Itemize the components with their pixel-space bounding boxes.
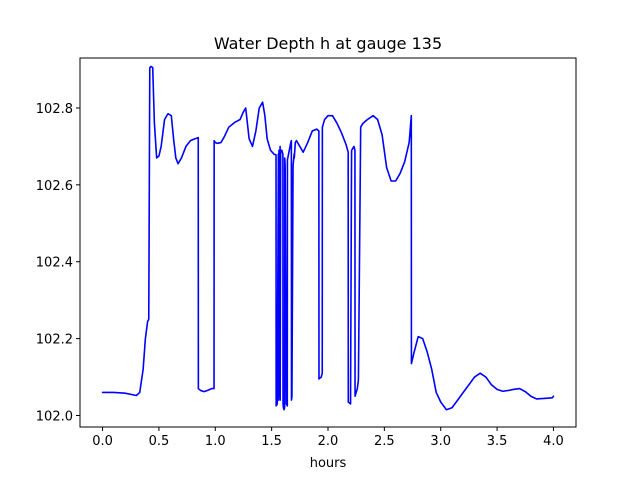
x-tick-label: 1.0 <box>205 434 226 449</box>
x-tick-label: 2.5 <box>374 434 395 449</box>
y-tick-label: 102.0 <box>36 409 73 424</box>
x-tick-label: 3.5 <box>487 434 508 449</box>
series-group <box>101 65 555 411</box>
x-tick-label: 0.0 <box>92 434 113 449</box>
x-axis-label: hours <box>310 456 347 471</box>
x-tick-label: 2.0 <box>318 434 339 449</box>
series-line-0 <box>101 65 555 411</box>
y-tick-label: 102.4 <box>36 256 73 271</box>
y-tick-label: 102.6 <box>36 179 73 194</box>
x-tick-label: 3.0 <box>430 434 451 449</box>
y-tick-label: 102.2 <box>36 333 73 348</box>
x-tick-label: 0.5 <box>149 434 170 449</box>
x-tick-label: 1.5 <box>261 434 282 449</box>
y-axis-ticks: 102.0 102.2 102.4 102.6 102.8 <box>36 102 80 424</box>
y-tick-label: 102.8 <box>36 102 73 117</box>
plot-frame <box>79 57 577 428</box>
x-axis-ticks: 0.0 0.5 1.0 1.5 2.0 2.5 3.0 3.5 4.0 <box>92 427 564 449</box>
chart-title: Water Depth h at gauge 135 <box>214 34 442 53</box>
x-tick-label: 4.0 <box>543 434 564 449</box>
